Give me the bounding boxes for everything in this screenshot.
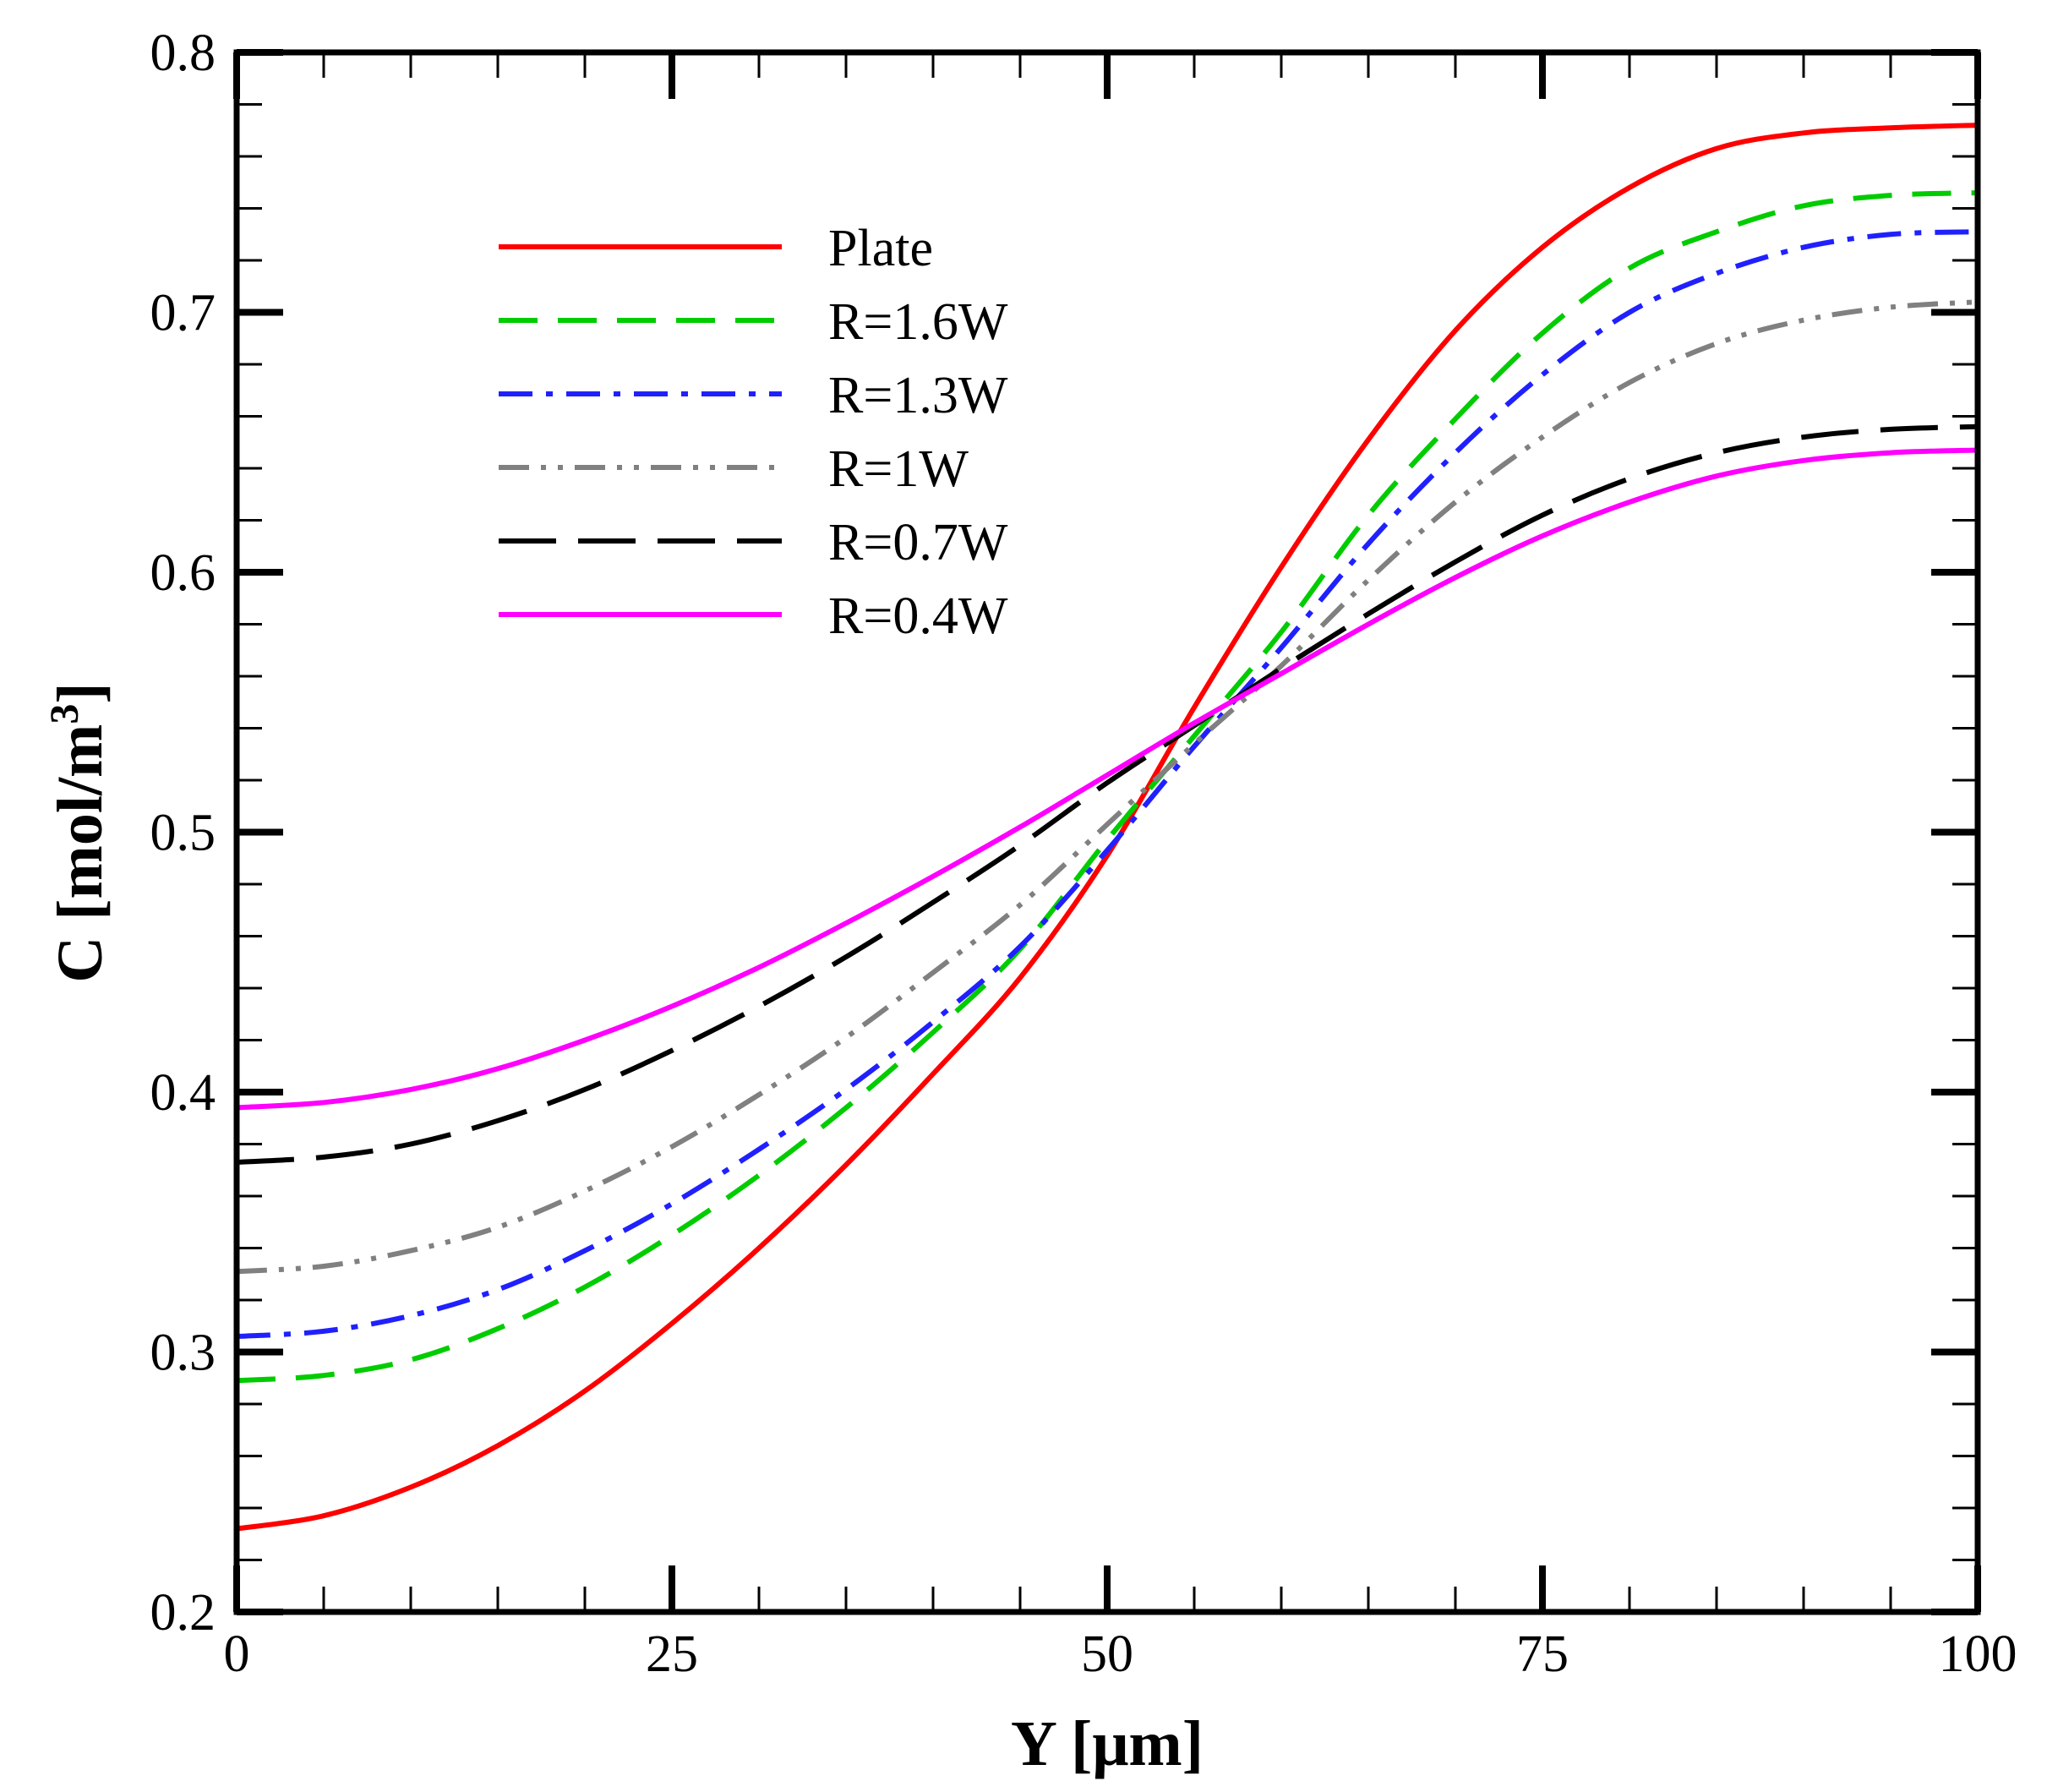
y-tick-label: 0.6	[150, 544, 216, 602]
y-tick-label: 0.3	[150, 1325, 216, 1382]
series-line-plate	[236, 123, 1979, 1532]
y-axis-title-superscript: 3	[42, 704, 87, 724]
y-tick-label: 0.7	[150, 285, 216, 342]
y-tick-label: 0.4	[150, 1064, 216, 1122]
minor-ticks	[237, 52, 1978, 1612]
y-tick-label: 0.8	[150, 25, 216, 82]
legend-label-r-0-4w: R=0.4W	[828, 587, 1008, 645]
legend-label-r-1-6w: R=1.6W	[828, 293, 1008, 351]
y-tick-label: 0.2	[150, 1584, 216, 1642]
y-tick-label: 0.5	[150, 805, 216, 862]
y-axis-title-main: C [mol/m	[45, 724, 116, 983]
series-lines	[236, 123, 1979, 1532]
legend-label-r-0-7w: R=0.7W	[828, 514, 1008, 571]
plot-frame	[233, 49, 1981, 1615]
x-tick-label: 100	[1939, 1625, 2017, 1683]
x-tick-label: 50	[1081, 1625, 1133, 1683]
y-axis-title: C [mol/m3]	[42, 682, 116, 982]
legend: Plate R=1.6W R=1.3W R=1W R=0.7W R=0.4W	[499, 220, 1008, 645]
series-line-r-0-4w	[236, 447, 1979, 1111]
x-axis-title: Y [μm]	[1011, 1708, 1204, 1779]
major-ticks	[233, 49, 1981, 1615]
x-tick-label: 75	[1516, 1625, 1569, 1683]
legend-label-r-1-3w: R=1.3W	[828, 367, 1008, 424]
x-tick-label: 0	[224, 1625, 250, 1683]
series-line-r-0-7w	[236, 423, 1979, 1165]
legend-label-r-1w: R=1W	[828, 440, 969, 498]
series-line-r-1-3w	[236, 229, 1979, 1340]
legend-label-plate: Plate	[828, 220, 933, 277]
y-tick-labels: 0.2 0.3 0.4 0.5 0.6 0.7 0.8	[150, 25, 216, 1642]
series-line-r-1-6w	[236, 190, 1979, 1384]
series-line-r-1w	[236, 299, 1979, 1275]
y-axis-title-close: ]	[45, 682, 116, 703]
x-tick-labels: 0 25 50 75 100	[224, 1625, 2017, 1683]
x-tick-label: 25	[646, 1625, 698, 1683]
